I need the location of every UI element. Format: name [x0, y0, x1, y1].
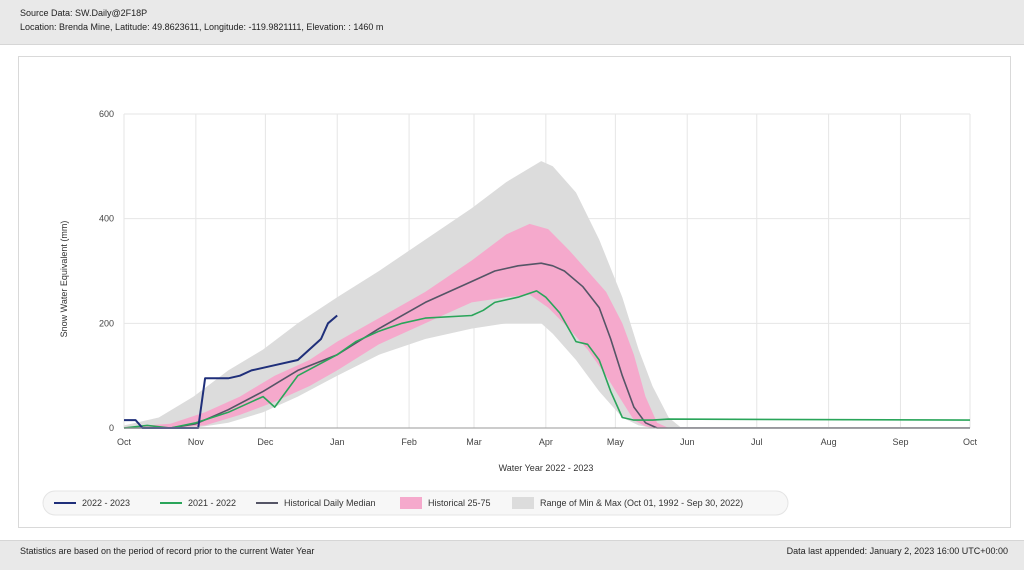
chart-panel: 0 200 400 600 Oct Nov Dec Jan Feb Mar Apr May Jun Jul…	[18, 56, 1011, 528]
info-header: Source Data: SW.Daily@2F18P Location: Br…	[0, 0, 1024, 45]
legend-label-last_year: 2021 - 2022	[188, 498, 236, 508]
source-data-text: Source Data: SW.Daily@2F18P	[20, 8, 148, 18]
x-tick-label: Jun	[680, 437, 695, 447]
legend-label-minmax: Range of Min & Max (Oct 01, 1992 - Sep 3…	[540, 498, 743, 508]
statistics-note: Statistics are based on the period of re…	[20, 546, 315, 556]
y-tick-label: 0	[109, 423, 114, 433]
x-tick-label: Dec	[257, 437, 274, 447]
x-tick-label: Apr	[539, 437, 553, 447]
legend-label-current: 2022 - 2023	[82, 498, 130, 508]
x-tick-label: May	[607, 437, 625, 447]
legend-label-p25_75: Historical 25-75	[428, 498, 491, 508]
series-median	[124, 262, 970, 429]
location-text: Location: Brenda Mine, Latitude: 49.8623…	[20, 22, 384, 32]
x-tick-label: Feb	[401, 437, 417, 447]
x-tick-label: Mar	[466, 437, 482, 447]
x-tick-label: Nov	[188, 437, 205, 447]
x-tick-label: Sep	[892, 437, 908, 447]
info-footer: Statistics are based on the period of re…	[0, 540, 1024, 570]
data-appended-text: Data last appended: January 2, 2023 16:0…	[786, 546, 1008, 556]
x-tick-label: Oct	[963, 437, 978, 447]
y-tick-label: 400	[99, 214, 114, 224]
y-tick-label: 600	[99, 109, 114, 119]
legend-swatch-p25_75	[400, 497, 422, 509]
x-tick-label: Jan	[330, 437, 345, 447]
x-tick-label: Jul	[751, 437, 763, 447]
y-axis-label: Snow Water Equivalent (mm)	[59, 221, 69, 338]
series-last_year	[123, 290, 971, 429]
y-tick-label: 200	[99, 318, 114, 328]
x-tick-label: Aug	[821, 437, 837, 447]
legend-label-median: Historical Daily Median	[284, 498, 376, 508]
x-axis-label: Water Year 2022 - 2023	[499, 463, 594, 473]
swe-chart: 0 200 400 600 Oct Nov Dec Jan Feb Mar Apr May Jun Jul…	[42, 109, 978, 516]
legend-swatch-minmax	[512, 497, 534, 509]
x-tick-label: Oct	[117, 437, 132, 447]
